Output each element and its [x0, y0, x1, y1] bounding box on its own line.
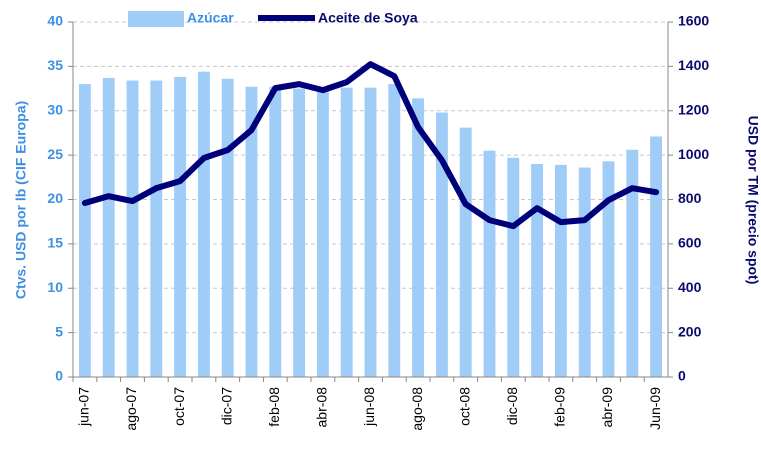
bar	[578, 167, 591, 377]
bar	[531, 164, 544, 377]
bar	[245, 86, 258, 377]
x-tick-label: abr-08	[314, 387, 330, 428]
x-tick-label: dic-07	[218, 387, 234, 425]
y-tick-label: 25	[47, 146, 63, 162]
y-tick-label: 5	[55, 323, 63, 339]
y2-tick-label: 1200	[678, 101, 709, 117]
bar	[293, 88, 306, 377]
y2-tick-label: 600	[678, 235, 702, 251]
y2-axis-title: USD por TM (precio spot)	[745, 116, 761, 285]
x-tick-label: oct-07	[171, 387, 187, 426]
bar	[554, 164, 567, 377]
bar	[459, 127, 472, 377]
bar	[483, 150, 496, 377]
x-tick-label: ago-08	[409, 387, 425, 431]
y2-tick-label: 1000	[678, 146, 709, 162]
bar	[126, 80, 139, 377]
bar	[78, 84, 91, 377]
bar	[174, 77, 187, 378]
y2-tick-label: 1400	[678, 57, 709, 73]
bar	[269, 86, 282, 377]
bar	[221, 78, 234, 378]
y-axis-title: Ctvs. USD por lb (CIF Europa)	[13, 101, 29, 299]
y2-tick-label: 1600	[678, 13, 709, 29]
line	[81, 61, 660, 230]
legend-swatch	[128, 11, 184, 27]
bar	[388, 84, 401, 377]
bar	[316, 89, 329, 377]
y-tick-label: 15	[47, 235, 63, 251]
x-tick-label: feb-08	[266, 387, 282, 427]
bar	[412, 98, 425, 377]
bar	[197, 71, 210, 377]
x-tick-label: feb-09	[552, 387, 568, 427]
y2-tick-label: 200	[678, 323, 702, 339]
x-tick-label: ago-07	[123, 387, 139, 431]
x-tick-label: jun-08	[361, 387, 377, 427]
y2-tick-label: 400	[678, 279, 702, 295]
y-tick-label: 20	[47, 190, 63, 206]
y-tick-label: 40	[47, 13, 63, 29]
bar	[340, 87, 353, 378]
bar	[150, 80, 163, 377]
bar	[507, 157, 520, 377]
y-tick-label: 30	[47, 101, 63, 117]
bar	[102, 77, 115, 377]
bar	[364, 87, 377, 378]
legend-label: Aceite de Soya	[318, 10, 418, 26]
bar	[602, 161, 615, 377]
y2-tick-label: 800	[678, 190, 702, 206]
x-tick-label: dic-08	[504, 387, 520, 425]
x-tick-label: abr-09	[599, 387, 615, 428]
bar	[435, 112, 448, 378]
y-tick-label: 0	[55, 368, 63, 384]
y-tick-label: 10	[47, 279, 63, 295]
y2-tick-label: 0	[678, 368, 686, 384]
bar	[650, 136, 663, 377]
x-tick-label: Jun-09	[647, 387, 663, 430]
x-tick-label: jun-07	[76, 387, 92, 427]
x-tick-label: oct-08	[456, 387, 472, 426]
y-tick-label: 35	[47, 57, 63, 73]
bar	[626, 149, 639, 377]
legend-label: Azúcar	[187, 10, 234, 26]
